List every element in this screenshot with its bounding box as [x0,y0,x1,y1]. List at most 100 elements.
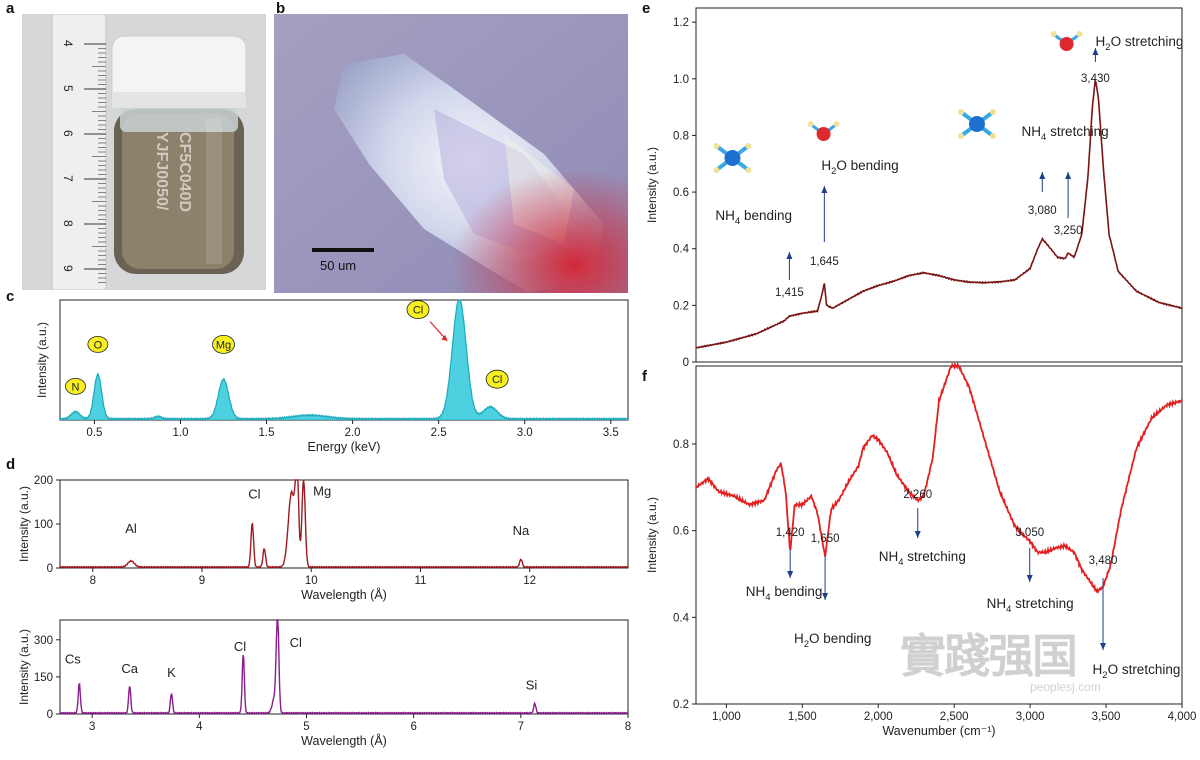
x-tick-label: 10 [305,575,318,587]
y-tick-label: 1.2 [673,17,689,29]
watermark-url: peoplesj.com [1030,680,1101,694]
mode-h2o-bending: H2O bending [794,631,871,650]
peak-label: 1,415 [775,287,804,299]
ruler-number: 5 [61,85,75,92]
plot-frame [695,7,1183,363]
y-tick-label: 150 [34,672,53,684]
h-atom [957,109,964,115]
y-tick-label: 0.4 [673,612,690,624]
y-tick-label: 0.6 [673,187,689,199]
wds-spectrum-bottom-chart: 3 4 5 6 7 8 0 150 300 Wavelength (Å) Intensity (a.… [17,619,631,748]
element-badge [87,336,109,353]
peak-label: 3,080 [1028,205,1057,217]
y-tick-label: 0 [47,563,53,575]
element-label: Cl [413,305,423,317]
element-label: O [94,339,103,351]
y-axis-label: Intensity (a.u.) [17,486,31,562]
vial-photo-graphic: 4 5 6 7 8 9 CF5C040D YJFJ0050/ [22,14,266,290]
peak-arrow-head [822,593,829,600]
element-label: Cl [248,486,260,501]
mode-nh4-bending: NH4 bending [715,208,792,227]
peak-arrow-head [1026,575,1033,582]
h-atom [989,109,996,115]
vial-photo: 4 5 6 7 8 9 CF5C040D YJFJ0050/ [22,14,266,290]
panel-label-c: c [6,288,15,305]
spectrum-fill [60,300,628,420]
element-label: Si [526,677,538,692]
x-tick-label: 8 [90,575,96,587]
x-tick-label: 2.5 [431,427,447,439]
y-axis-label: Intensity (a.u.) [35,322,49,398]
x-axis-label: Wavelength (Å) [301,587,387,602]
element-label: Cl [290,635,302,650]
h-atom [807,121,814,127]
element-label: Na [513,523,530,538]
peak-arrow-head [1039,172,1046,179]
x-tick-label: 9 [199,575,205,587]
element-badge [485,369,509,389]
peak-arrow-head [821,186,828,193]
y-tick-label: 0.6 [673,526,689,538]
element-badge [65,378,86,395]
peak-label: 3,250 [1054,225,1083,237]
y-tick-label: 0.4 [673,244,690,256]
panel-label-f: f [642,368,647,385]
h-atom [989,133,996,139]
mode-h2o-bending: H2O bending [821,158,898,177]
crystal-graphic: 50 um [274,14,628,293]
cl-arrow-head [441,334,448,341]
panel-label-e: e [642,0,651,17]
y-tick-label: 0.8 [673,130,689,142]
panel-label-d: d [6,456,16,473]
peak-label: 1,645 [810,256,839,268]
h-atom [1050,31,1057,37]
crystal-micrograph: 50 um [274,14,628,293]
ruler-number: 7 [61,175,75,182]
eds-spectrum-chart: 0.5 1.0 1.5 2.0 2.5 3.0 3.5 Energy (keV) Intensi… [35,299,629,454]
x-tick-label: 6 [410,721,416,733]
x-tick-label: 8 [625,721,631,733]
h-atom [745,167,752,173]
ir-spectrum-chart: 1,000 1,500 2,000 2,500 3,000 3,500 4,000 0.2 0.… [645,361,1196,738]
n-atom [724,150,741,166]
watermark: 實踐强国 peoplesj.com [900,620,1101,694]
x-tick-label: 2,500 [940,711,969,723]
x-tick-label: 11 [414,575,426,587]
spectrum-line [59,299,629,421]
y-tick-label: 1.0 [673,74,689,86]
y-axis-label: Intensity (a.u.) [17,629,31,705]
x-tick-label: 3,000 [1016,711,1045,723]
x-tick-label: 1,000 [712,711,741,723]
spectrum-line [59,619,629,715]
element-label: Ca [121,661,138,676]
x-tick-label: 12 [523,575,536,587]
x-axis-label: Energy (keV) [308,440,381,454]
y-tick-label: 0.2 [673,699,689,711]
peak-label: 2,260 [903,489,932,501]
x-tick-label: 7 [518,721,524,733]
spectrum-line [59,479,629,569]
h-atom [745,143,752,149]
x-tick-label: 3.5 [603,427,619,439]
x-tick-label: 3 [89,721,95,733]
h-atom [713,167,720,173]
mode-h2o-stretching: H2O stretching [1096,34,1184,53]
n-atom [968,116,985,132]
peak-label: 1,650 [811,533,840,545]
element-label: K [167,665,176,680]
watermark-text: 實踐强国 [900,629,1078,683]
mode-h2o-stretching: H2O stretching [1093,662,1181,681]
element-label: Mg [313,483,331,498]
y-axis-label: Intensity (a.u.) [645,147,659,223]
x-tick-label: 1,500 [788,711,817,723]
x-tick-label: 1.5 [259,427,275,439]
element-label: Mg [216,339,231,351]
y-tick-label: 0.8 [673,439,689,451]
peak-arrow-head [1065,172,1072,179]
panel-label-b: b [276,0,286,17]
mode-nh4-stretching-2: NH4 stretching [987,596,1074,615]
o-atom [1059,37,1074,51]
peak-label: 3,480 [1089,555,1118,567]
peak-label: 3,430 [1081,73,1110,85]
peak-arrow-head [1092,48,1099,55]
